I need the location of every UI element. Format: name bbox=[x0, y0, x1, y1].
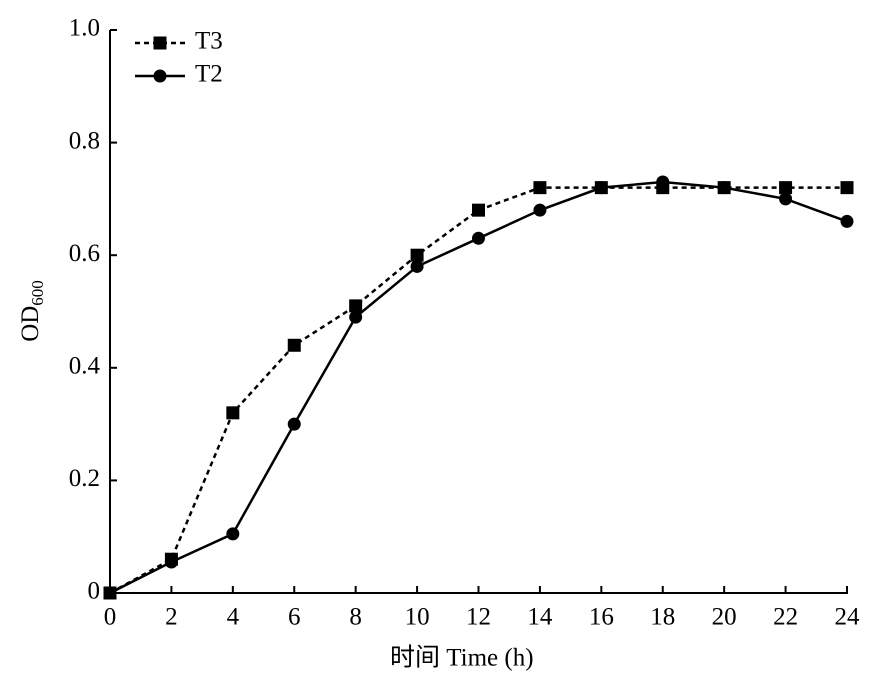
y-axis-label: OD600 bbox=[17, 280, 47, 342]
x-tick-label: 8 bbox=[349, 604, 362, 631]
x-tick-label: 10 bbox=[405, 604, 430, 631]
marker bbox=[779, 181, 793, 195]
x-tick-label: 6 bbox=[288, 604, 301, 631]
y-tick-label: 0.6 bbox=[69, 240, 100, 267]
y-tick-label: 0 bbox=[88, 578, 101, 605]
y-tick-label: 0.8 bbox=[69, 127, 100, 154]
y-label-sub: 600 bbox=[28, 280, 47, 306]
marker bbox=[717, 181, 731, 195]
marker bbox=[410, 259, 424, 273]
marker bbox=[164, 555, 178, 569]
x-tick-label: 20 bbox=[712, 604, 737, 631]
marker bbox=[656, 175, 670, 189]
x-tick-label: 16 bbox=[589, 604, 614, 631]
legend-marker bbox=[153, 36, 167, 50]
x-axis-label: 时间 Time (h) bbox=[390, 644, 534, 672]
legend-label: T3 bbox=[195, 28, 223, 55]
y-label-main: OD bbox=[17, 306, 44, 342]
marker bbox=[594, 181, 608, 195]
x-tick-label: 4 bbox=[227, 604, 240, 631]
marker bbox=[349, 310, 363, 324]
x-tick-label: 22 bbox=[773, 604, 798, 631]
x-tick-label: 2 bbox=[165, 604, 178, 631]
x-tick-label: 18 bbox=[650, 604, 675, 631]
x-tick-label: 24 bbox=[835, 604, 861, 631]
marker bbox=[226, 527, 240, 541]
x-tick-label: 12 bbox=[466, 604, 491, 631]
legend-marker bbox=[153, 69, 167, 83]
marker bbox=[779, 192, 793, 206]
x-tick-label: 0 bbox=[104, 604, 117, 631]
y-tick-label: 0.2 bbox=[69, 465, 100, 492]
marker bbox=[226, 406, 240, 420]
marker bbox=[287, 338, 301, 352]
marker bbox=[472, 203, 485, 217]
marker bbox=[472, 231, 485, 245]
marker bbox=[840, 181, 854, 195]
y-tick-label: 1.0 bbox=[69, 15, 100, 42]
series-line bbox=[109, 186, 847, 595]
x-tick-label: 14 bbox=[527, 604, 553, 631]
marker bbox=[840, 214, 854, 228]
marker bbox=[410, 248, 424, 262]
marker bbox=[533, 203, 547, 217]
marker bbox=[287, 417, 301, 431]
y-tick-label: 0.4 bbox=[69, 353, 101, 380]
marker bbox=[103, 586, 117, 600]
legend-label: T2 bbox=[195, 61, 223, 88]
marker bbox=[349, 299, 363, 313]
marker bbox=[533, 181, 547, 195]
